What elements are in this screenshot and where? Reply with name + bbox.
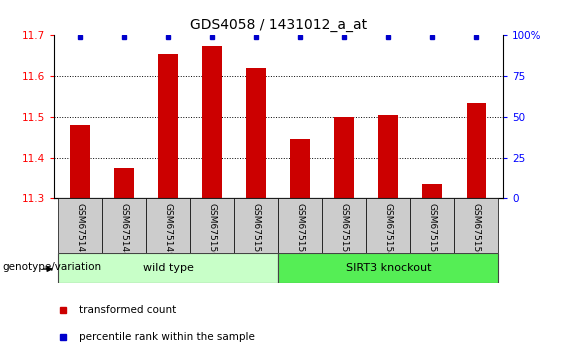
Bar	[58, 253, 279, 283]
Bar	[423, 184, 442, 198]
Bar	[202, 46, 222, 198]
Bar	[410, 198, 454, 253]
Bar	[114, 168, 134, 198]
Bar	[379, 115, 398, 198]
Text: SIRT3 knockout: SIRT3 knockout	[346, 263, 431, 273]
Text: GSM675155: GSM675155	[428, 202, 437, 258]
Bar	[246, 68, 266, 198]
Text: GSM675147: GSM675147	[76, 202, 85, 257]
Text: GSM675150: GSM675150	[208, 202, 217, 258]
Bar	[279, 253, 498, 283]
Title: GDS4058 / 1431012_a_at: GDS4058 / 1431012_a_at	[190, 18, 367, 32]
Bar	[454, 198, 498, 253]
Text: transformed count: transformed count	[79, 304, 176, 315]
Bar	[279, 198, 322, 253]
Bar	[366, 198, 410, 253]
Text: wild type: wild type	[143, 263, 194, 273]
Bar	[234, 198, 279, 253]
Text: GSM675148: GSM675148	[120, 202, 129, 257]
Text: GSM675154: GSM675154	[384, 202, 393, 257]
Bar	[58, 198, 102, 253]
Bar	[158, 54, 178, 198]
Bar	[334, 117, 354, 198]
Text: GSM675152: GSM675152	[296, 202, 305, 257]
Bar	[190, 198, 234, 253]
Bar	[290, 139, 310, 198]
Text: GSM675149: GSM675149	[164, 202, 173, 257]
Bar	[146, 198, 190, 253]
Bar	[322, 198, 366, 253]
Bar	[102, 198, 146, 253]
Text: percentile rank within the sample: percentile rank within the sample	[79, 332, 254, 342]
Text: GSM675153: GSM675153	[340, 202, 349, 258]
Text: GSM675156: GSM675156	[472, 202, 481, 258]
Text: GSM675151: GSM675151	[252, 202, 260, 258]
Text: genotype/variation: genotype/variation	[3, 262, 102, 272]
Bar	[70, 125, 90, 198]
Bar	[467, 103, 486, 198]
